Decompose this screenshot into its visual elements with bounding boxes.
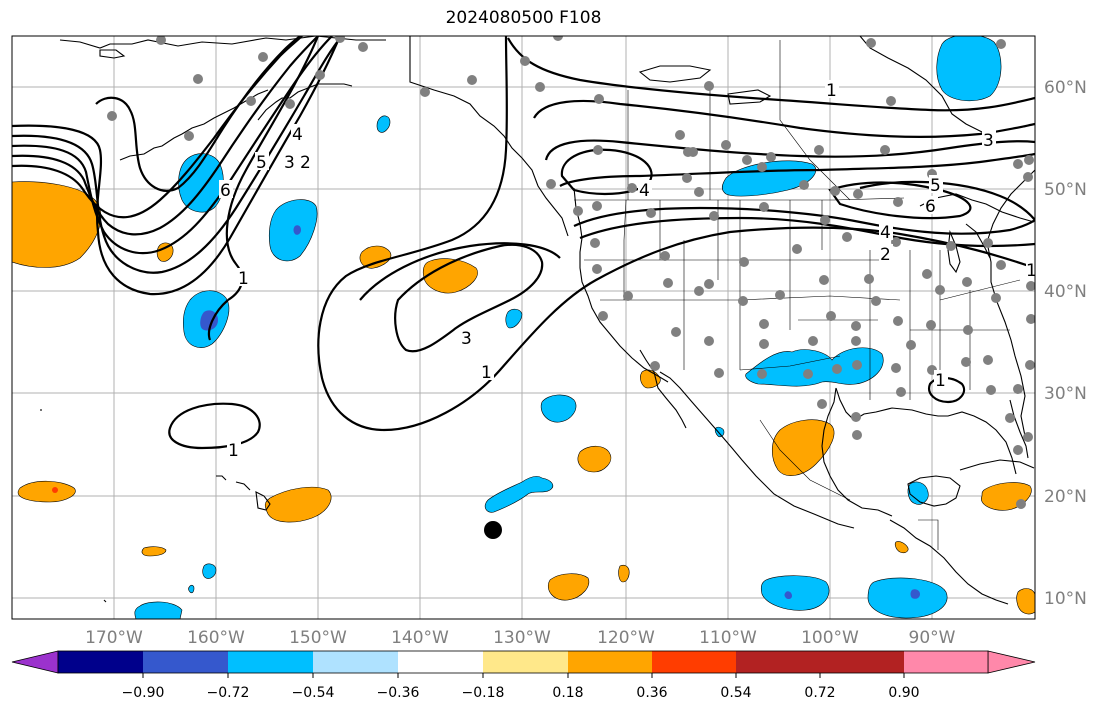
colorbar-segment bbox=[904, 651, 988, 673]
contour-label: 1 bbox=[826, 81, 837, 101]
colorbar-extend-min bbox=[11, 650, 59, 674]
lat-label: 40°N bbox=[1044, 282, 1087, 302]
colorbar-segment bbox=[820, 651, 904, 673]
map-background bbox=[12, 36, 1035, 619]
colorbar-tick-label: 0.90 bbox=[888, 685, 919, 701]
lon-label: 90°W bbox=[909, 628, 956, 648]
lat-label: 50°N bbox=[1044, 180, 1087, 200]
contour-label: 5 bbox=[930, 176, 941, 196]
contour-label: 2 bbox=[880, 245, 891, 265]
contour-label: 3 bbox=[461, 329, 472, 349]
contour-label: 4 bbox=[639, 181, 650, 201]
positive-anomaly-areas bbox=[12, 181, 1035, 615]
contour-label: 1 bbox=[1026, 261, 1037, 281]
colorbar-tick-label: −0.54 bbox=[292, 685, 335, 701]
colorbar-tick-label: −0.36 bbox=[377, 685, 420, 701]
lat-label: 20°N bbox=[1044, 487, 1087, 507]
colorbar-tick-label: 0.36 bbox=[636, 685, 667, 701]
contour-label: 1 bbox=[238, 269, 249, 289]
lon-label: 130°W bbox=[493, 628, 551, 648]
lon-label: 140°W bbox=[391, 628, 449, 648]
colorbar-segment bbox=[143, 651, 228, 673]
contour-label: 3 bbox=[983, 131, 994, 151]
colorbar-segment bbox=[483, 651, 568, 673]
colorbar-segment bbox=[736, 651, 820, 673]
contour-label: 2 bbox=[300, 153, 311, 173]
colorbar-segment bbox=[228, 651, 313, 673]
contour-label: 6 bbox=[220, 181, 231, 201]
lon-label: 170°W bbox=[85, 628, 143, 648]
lon-label: 160°W bbox=[187, 628, 245, 648]
lat-label: 60°N bbox=[1044, 78, 1087, 98]
contour-labels: 1 2 3 4 5 6 1 3 1 1 3 4 5 6 2 4 1 1 bbox=[219, 80, 1037, 461]
longitude-labels: 170°W 160°W 150°W 140°W 130°W 120°W 110°… bbox=[85, 628, 956, 648]
colorbar-tick-marks bbox=[142, 673, 905, 678]
colorbar-tick-label: 0.54 bbox=[720, 685, 751, 701]
lat-label: 30°N bbox=[1044, 384, 1087, 404]
contour-label: 3 bbox=[284, 153, 295, 173]
colorbar: −0.90 −0.72 −0.54 −0.36 −0.18 0.18 0.36 … bbox=[11, 650, 1036, 701]
contour-label: 5 bbox=[256, 153, 267, 173]
colorbar-tick-label: 0.18 bbox=[552, 685, 583, 701]
colorbar-tick-label: −0.72 bbox=[207, 685, 250, 701]
contour-label: 1 bbox=[935, 371, 946, 391]
strong-positive-spot bbox=[52, 487, 58, 493]
colorbar-tick-label: −0.18 bbox=[462, 685, 505, 701]
colorbar-tick-label: −0.90 bbox=[122, 685, 165, 701]
contour-label: 4 bbox=[292, 125, 303, 145]
negative-anomaly-areas bbox=[134, 36, 1002, 619]
colorbar-segment bbox=[568, 651, 652, 673]
colorbar-tick-labels: −0.90 −0.72 −0.54 −0.36 −0.18 0.18 0.36 … bbox=[122, 685, 920, 701]
station-markers bbox=[107, 36, 1035, 509]
colorbar-segment bbox=[398, 651, 483, 673]
lat-label: 10°N bbox=[1044, 589, 1087, 609]
coastlines bbox=[40, 36, 1035, 605]
strong-negative-spots bbox=[200, 225, 920, 600]
colorbar-segment bbox=[313, 651, 398, 673]
latitude-labels: 60°N 50°N 40°N 30°N 20°N 10°N bbox=[1044, 78, 1087, 609]
map-title: 2024080500 F108 bbox=[445, 8, 602, 28]
colorbar-segment bbox=[652, 651, 736, 673]
map-frame bbox=[11, 35, 1036, 620]
contour-label: 6 bbox=[925, 197, 936, 217]
contour-label: 1 bbox=[228, 441, 239, 461]
contour-label: 1 bbox=[481, 363, 492, 383]
contour-label: 4 bbox=[880, 223, 891, 243]
highlight-point-marker bbox=[484, 521, 502, 539]
lon-label: 120°W bbox=[597, 628, 655, 648]
colorbar-tick-label: 0.72 bbox=[804, 685, 835, 701]
colorbar-extend-max bbox=[987, 650, 1036, 674]
lon-label: 110°W bbox=[699, 628, 757, 648]
colorbar-segment bbox=[58, 651, 143, 673]
colorbar-outline bbox=[57, 650, 989, 674]
lon-label: 150°W bbox=[289, 628, 347, 648]
lon-label: 100°W bbox=[801, 628, 859, 648]
